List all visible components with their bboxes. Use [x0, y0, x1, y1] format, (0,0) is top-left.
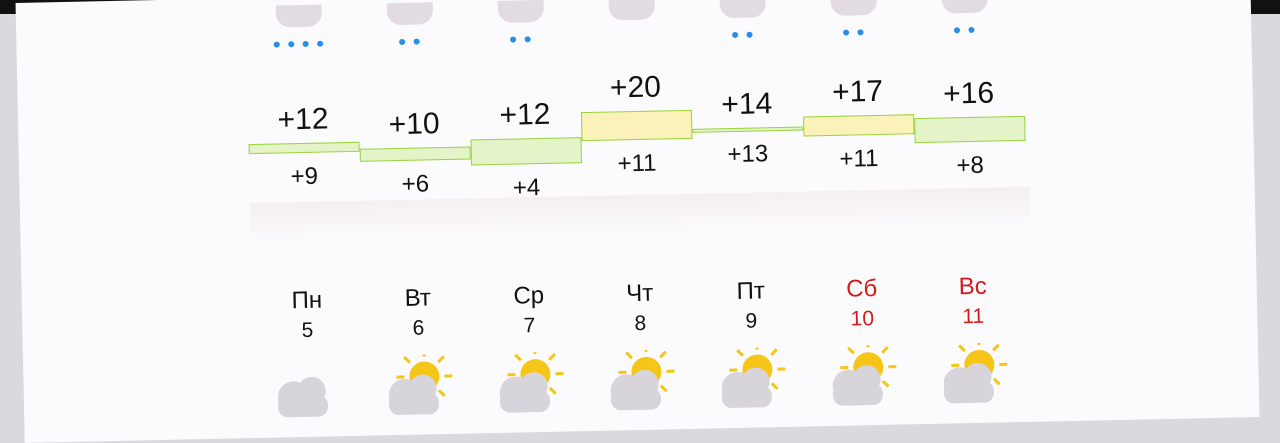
high-temperature: +20 — [580, 70, 691, 106]
day-name: Ср — [474, 281, 585, 311]
high-temperature: +14 — [691, 87, 802, 123]
partly-cloudy-icon — [697, 346, 808, 408]
rain-cloud-icon — [276, 5, 322, 28]
high-temperature: +16 — [913, 75, 1024, 111]
day-name: Чт — [584, 279, 695, 309]
rain-drops-icon: ●●●● — [246, 34, 356, 52]
high-temperature: +12 — [470, 98, 581, 134]
cloud-shape — [610, 370, 661, 411]
low-temperature: +8 — [915, 151, 1026, 181]
temperature-band — [914, 115, 1026, 143]
cloud-shape — [832, 365, 883, 406]
day-name: Пн — [252, 286, 363, 316]
low-temperature: +13 — [693, 140, 804, 170]
high-temperature: +10 — [359, 106, 470, 142]
cloud-shape — [943, 363, 994, 404]
rain-drops-icon: ●● — [690, 25, 800, 43]
low-temperature: +11 — [804, 144, 915, 174]
rain-cloud-icon — [609, 0, 655, 21]
cloud-shape — [388, 374, 439, 415]
day-date: 11 — [918, 304, 1028, 330]
weather-forecast-widget: ●●●● +12 +9 Пн 5 ●● +10 +6 Вт 6 ●● +12 +… — [16, 0, 1260, 443]
day-name: Вт — [363, 283, 474, 313]
temperature-band — [360, 146, 471, 161]
day-name: Вс — [917, 272, 1028, 302]
sun-cloud-icon — [808, 344, 919, 406]
cloud-shape — [721, 367, 772, 408]
rain-cloud-icon — [720, 0, 766, 18]
low-temperature: +6 — [360, 169, 471, 199]
cloud-shape — [499, 372, 550, 413]
rain-drops-icon: ●● — [912, 20, 1022, 38]
low-temperature: +9 — [249, 162, 360, 192]
temperature-band — [581, 110, 693, 141]
day-date: 9 — [696, 308, 806, 334]
day-date: 10 — [807, 306, 917, 332]
rain-drops-icon: ●● — [801, 22, 911, 40]
rain-cloud-icon — [831, 0, 877, 16]
cloud-shape — [277, 377, 328, 418]
day-date: 8 — [585, 311, 695, 337]
high-temperature: +17 — [802, 75, 913, 111]
low-temperature: +11 — [582, 148, 693, 178]
rain-cloud-icon — [941, 0, 987, 14]
rain-cloud-icon — [387, 2, 433, 25]
cloud-icon — [253, 356, 364, 418]
sun-cloud-icon — [475, 351, 586, 413]
day-name: Сб — [806, 274, 917, 304]
rain-drops-icon: ●● — [357, 32, 467, 50]
day-date: 6 — [363, 315, 473, 341]
low-temperature: +4 — [471, 173, 582, 203]
rain-cloud-icon — [498, 0, 544, 23]
partly-cloudy-icon — [364, 353, 475, 415]
temperature-band — [470, 138, 582, 166]
day-name: Пт — [695, 276, 806, 306]
rain-drops-icon: ●● — [468, 29, 578, 47]
day-date: 5 — [252, 318, 362, 344]
sun-cloud-icon — [919, 342, 1030, 404]
rain-drops-icon — [579, 27, 689, 29]
day-date: 7 — [474, 313, 584, 339]
high-temperature: +12 — [248, 102, 359, 138]
temperature-band — [803, 115, 914, 137]
partly-cloudy-icon — [586, 349, 697, 411]
